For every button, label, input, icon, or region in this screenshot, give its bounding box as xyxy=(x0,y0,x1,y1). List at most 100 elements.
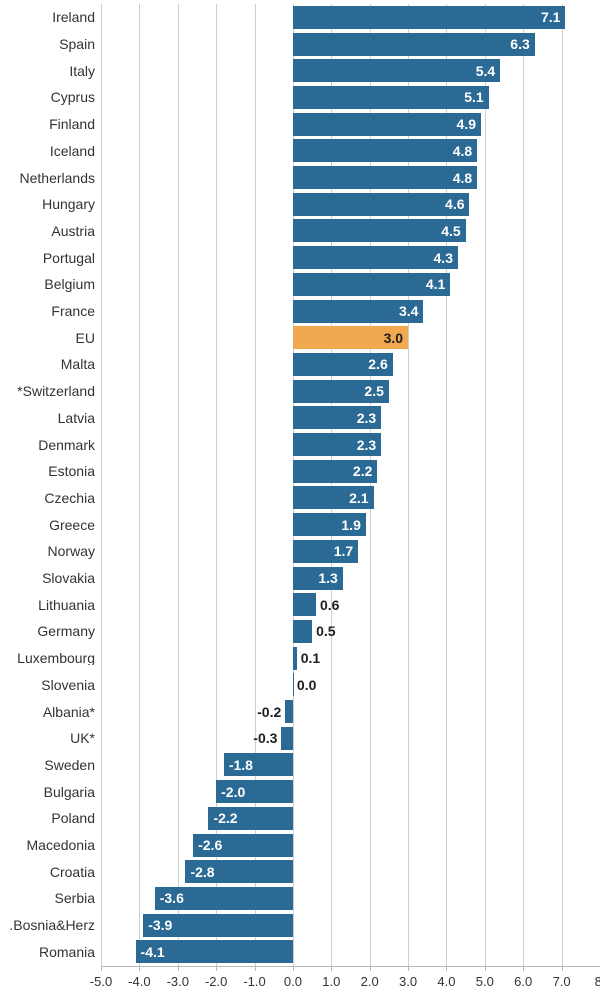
category-label: Ireland xyxy=(52,10,101,24)
value-label: 5.1 xyxy=(464,90,483,104)
bar-row: Spain6.3 xyxy=(101,33,600,56)
x-axis: -5.0-4.0-3.0-2.0-1.00.01.02.03.04.05.06.… xyxy=(101,966,600,996)
category-label: Switzerland* xyxy=(17,384,101,398)
category-label: Poland xyxy=(51,811,101,825)
value-label: -2.8 xyxy=(190,865,214,879)
bar-row: Hungary4.6 xyxy=(101,193,600,216)
bar xyxy=(293,139,477,162)
bar-row: Sweden-1.8 xyxy=(101,753,600,776)
value-label: -3.9 xyxy=(148,918,172,932)
value-label: 6.3 xyxy=(510,37,529,51)
category-label: Spain xyxy=(59,37,101,51)
value-label: 2.1 xyxy=(349,491,368,505)
value-label: 4.3 xyxy=(434,251,453,265)
x-tick xyxy=(178,966,179,971)
x-axis-label: -3.0 xyxy=(167,974,189,989)
value-label: -2.6 xyxy=(198,838,222,852)
category-label: Cyprus xyxy=(51,90,101,104)
x-tick xyxy=(446,966,447,971)
value-label: 0.0 xyxy=(297,678,316,692)
category-label: EU xyxy=(76,331,101,345)
x-axis-label: -2.0 xyxy=(205,974,227,989)
category-label: Lithuania xyxy=(38,598,101,612)
bar-row: Malta2.6 xyxy=(101,353,600,376)
value-label: 4.6 xyxy=(445,197,464,211)
plot-area: Ireland7.1Spain6.3Italy5.4Cyprus5.1Finla… xyxy=(101,4,600,967)
value-label: 5.4 xyxy=(476,64,495,78)
x-tick xyxy=(485,966,486,971)
value-label: 0.5 xyxy=(316,624,335,638)
x-axis-label: 1.0 xyxy=(322,974,340,989)
category-label: Estonia xyxy=(48,464,101,478)
bar-row: Finland4.9 xyxy=(101,113,600,136)
x-axis-label: 0.0 xyxy=(284,974,302,989)
category-label: Czechia xyxy=(44,491,101,505)
bar-row: Macedonia-2.6 xyxy=(101,834,600,857)
bar-row: Slovakia1.3 xyxy=(101,567,600,590)
category-label: Romania xyxy=(39,945,101,959)
bar-row: Switzerland*2.5 xyxy=(101,380,600,403)
bar xyxy=(293,620,312,643)
x-axis-label: 2.0 xyxy=(361,974,379,989)
value-label: -1.8 xyxy=(229,758,253,772)
value-label: -0.3 xyxy=(253,731,277,745)
value-label: 2.2 xyxy=(353,464,372,478)
category-label: Netherlands xyxy=(20,171,102,185)
category-label: France xyxy=(51,304,101,318)
bar-row: Netherlands4.8 xyxy=(101,166,600,189)
x-tick xyxy=(101,966,102,971)
value-label: 2.3 xyxy=(357,438,376,452)
bar xyxy=(293,166,477,189)
bar-row: EU3.0 xyxy=(101,326,600,349)
category-label: Greece xyxy=(49,518,101,532)
x-axis-label: -5.0 xyxy=(90,974,112,989)
category-label: Germany xyxy=(37,624,101,638)
category-label: Albania* xyxy=(43,705,101,719)
bar-row: Austria4.5 xyxy=(101,219,600,242)
chart-container: Ireland7.1Spain6.3Italy5.4Cyprus5.1Finla… xyxy=(0,0,600,997)
value-label: 0.6 xyxy=(320,598,339,612)
category-label: Bosnia&Herz. xyxy=(9,918,101,932)
bar-row: Italy5.4 xyxy=(101,59,600,82)
bar-row: France3.4 xyxy=(101,300,600,323)
x-tick xyxy=(293,966,294,971)
value-label: -2.0 xyxy=(221,785,245,799)
x-axis-label: 6.0 xyxy=(514,974,532,989)
value-label: -3.6 xyxy=(160,891,184,905)
category-label: Hungary xyxy=(42,197,101,211)
bar xyxy=(293,6,566,29)
x-tick xyxy=(408,966,409,971)
x-tick xyxy=(216,966,217,971)
x-axis-label: 3.0 xyxy=(399,974,417,989)
value-label: -0.2 xyxy=(257,705,281,719)
bar xyxy=(293,673,294,696)
value-label: 1.3 xyxy=(318,571,337,585)
value-label: 2.6 xyxy=(368,357,387,371)
bar-row: Slovenia0.0 xyxy=(101,673,600,696)
category-label: Macedonia xyxy=(27,838,102,852)
value-label: 4.1 xyxy=(426,277,445,291)
category-label: Italy xyxy=(69,64,101,78)
x-axis-label: 5.0 xyxy=(476,974,494,989)
bar-row: Germany0.5 xyxy=(101,620,600,643)
value-label: 1.9 xyxy=(341,518,360,532)
category-label: Croatia xyxy=(50,865,101,879)
bar xyxy=(293,113,481,136)
bar-row: UK*-0.3 xyxy=(101,727,600,750)
value-label: 0.1 xyxy=(301,651,320,665)
bar-row: Poland-2.2 xyxy=(101,807,600,830)
bar xyxy=(293,647,297,670)
bar-row: Albania*-0.2 xyxy=(101,700,600,723)
value-label: 3.4 xyxy=(399,304,418,318)
value-label: 4.5 xyxy=(441,224,460,238)
x-axis-label: 8. xyxy=(595,974,600,989)
bar-row: Croatia-2.8 xyxy=(101,860,600,883)
value-label: 3.0 xyxy=(384,331,403,345)
value-label: 4.8 xyxy=(453,171,472,185)
category-label: Norway xyxy=(48,544,101,558)
category-label: Iceland xyxy=(50,144,101,158)
value-label: 4.8 xyxy=(453,144,472,158)
bar-row: Ireland7.1 xyxy=(101,6,600,29)
bar-row: Portugal4.3 xyxy=(101,246,600,269)
x-axis-label: -4.0 xyxy=(128,974,150,989)
